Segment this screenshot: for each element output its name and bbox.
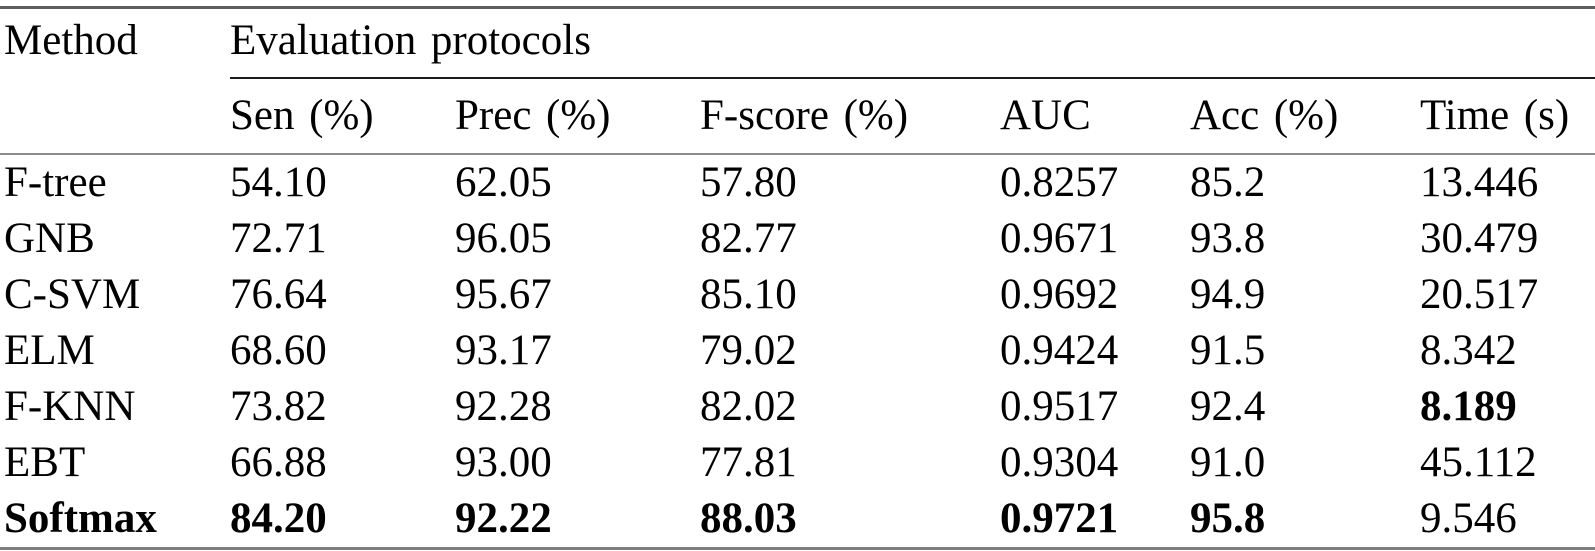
method-cell: EBT bbox=[4, 439, 86, 487]
value-cell-auc: 0.9517 bbox=[1000, 383, 1119, 431]
value-cell-fscore: 79.02 bbox=[700, 327, 797, 375]
value-cell-acc: 93.8 bbox=[1190, 215, 1266, 263]
value-cell-prec: 62.05 bbox=[455, 159, 552, 207]
value-cell-time: 9.546 bbox=[1420, 495, 1517, 543]
table-row: EBT 66.88 93.00 77.81 0.9304 91.0 45.112 bbox=[0, 435, 1595, 491]
results-table: Method Evaluation protocols Sen (%) Prec… bbox=[0, 6, 1595, 550]
column-header-acc: Acc (%) bbox=[1190, 78, 1420, 155]
table-row: F-KNN 73.82 92.28 82.02 0.9517 92.4 8.18… bbox=[0, 379, 1595, 435]
method-cell: ELM bbox=[4, 327, 95, 375]
value-cell-acc: 94.9 bbox=[1190, 271, 1266, 319]
value-cell-auc: 0.8257 bbox=[1000, 159, 1119, 207]
value-cell-acc: 92.4 bbox=[1190, 383, 1266, 431]
header-columns-row: Sen (%) Prec (%) F-score (%) AUC Acc (%)… bbox=[0, 78, 1595, 155]
value-cell-acc: 91.0 bbox=[1190, 439, 1266, 487]
value-cell-sen: 76.64 bbox=[230, 271, 327, 319]
value-cell-sen: 84.20 bbox=[230, 495, 327, 543]
column-header-prec: Prec (%) bbox=[455, 78, 700, 155]
value-cell-sen: 66.88 bbox=[230, 439, 327, 487]
method-column-header: Method bbox=[0, 7, 230, 155]
value-cell-auc: 0.9304 bbox=[1000, 439, 1119, 487]
table-row: GNB 72.71 96.05 82.77 0.9671 93.8 30.479 bbox=[0, 211, 1595, 267]
value-cell-acc: 91.5 bbox=[1190, 327, 1266, 375]
value-cell-prec: 95.67 bbox=[455, 271, 552, 319]
value-cell-fscore: 88.03 bbox=[700, 495, 797, 543]
value-cell-sen: 68.60 bbox=[230, 327, 327, 375]
value-cell-time: 30.479 bbox=[1420, 215, 1539, 263]
value-cell-auc: 0.9671 bbox=[1000, 215, 1119, 263]
value-cell-fscore: 85.10 bbox=[700, 271, 797, 319]
table-row: C-SVM 76.64 95.67 85.10 0.9692 94.9 20.5… bbox=[0, 267, 1595, 323]
value-cell-fscore: 82.02 bbox=[700, 383, 797, 431]
value-cell-auc: 0.9692 bbox=[1000, 271, 1119, 319]
value-cell-auc: 0.9424 bbox=[1000, 327, 1119, 375]
method-cell: Softmax bbox=[4, 495, 157, 543]
table-row: Softmax 84.20 92.22 88.03 0.9721 95.8 9.… bbox=[0, 491, 1595, 549]
value-cell-time: 20.517 bbox=[1420, 271, 1539, 319]
value-cell-acc: 95.8 bbox=[1190, 495, 1266, 543]
value-cell-fscore: 57.80 bbox=[700, 159, 797, 207]
column-header-sen: Sen (%) bbox=[230, 78, 455, 155]
value-cell-time: 8.189 bbox=[1420, 383, 1517, 431]
method-cell: C-SVM bbox=[4, 271, 141, 319]
column-header-fscore: F-score (%) bbox=[700, 78, 1000, 155]
value-cell-sen: 72.71 bbox=[230, 215, 327, 263]
header-group-row: Method Evaluation protocols bbox=[0, 7, 1595, 155]
value-cell-prec: 96.05 bbox=[455, 215, 552, 263]
column-header-time: Time (s) bbox=[1420, 78, 1595, 155]
value-cell-time: 13.446 bbox=[1420, 159, 1539, 207]
column-header-auc: AUC bbox=[1000, 78, 1190, 155]
value-cell-time: 45.112 bbox=[1420, 439, 1537, 487]
evaluation-protocols-group-header: Evaluation protocols bbox=[230, 7, 1595, 79]
value-cell-fscore: 82.77 bbox=[700, 215, 797, 263]
value-cell-prec: 92.28 bbox=[455, 383, 552, 431]
table-row: ELM 68.60 93.17 79.02 0.9424 91.5 8.342 bbox=[0, 323, 1595, 379]
value-cell-auc: 0.9721 bbox=[1000, 495, 1119, 543]
method-cell: F-KNN bbox=[4, 383, 136, 431]
value-cell-time: 8.342 bbox=[1420, 327, 1517, 375]
method-cell: F-tree bbox=[4, 159, 107, 207]
method-cell: GNB bbox=[4, 215, 95, 263]
value-cell-sen: 54.10 bbox=[230, 159, 327, 207]
value-cell-sen: 73.82 bbox=[230, 383, 327, 431]
value-cell-prec: 93.00 bbox=[455, 439, 552, 487]
value-cell-prec: 92.22 bbox=[455, 495, 552, 543]
value-cell-acc: 85.2 bbox=[1190, 159, 1266, 207]
table-row: F-tree 54.10 62.05 57.80 0.8257 85.2 13.… bbox=[0, 154, 1595, 211]
value-cell-fscore: 77.81 bbox=[700, 439, 797, 487]
value-cell-prec: 93.17 bbox=[455, 327, 552, 375]
